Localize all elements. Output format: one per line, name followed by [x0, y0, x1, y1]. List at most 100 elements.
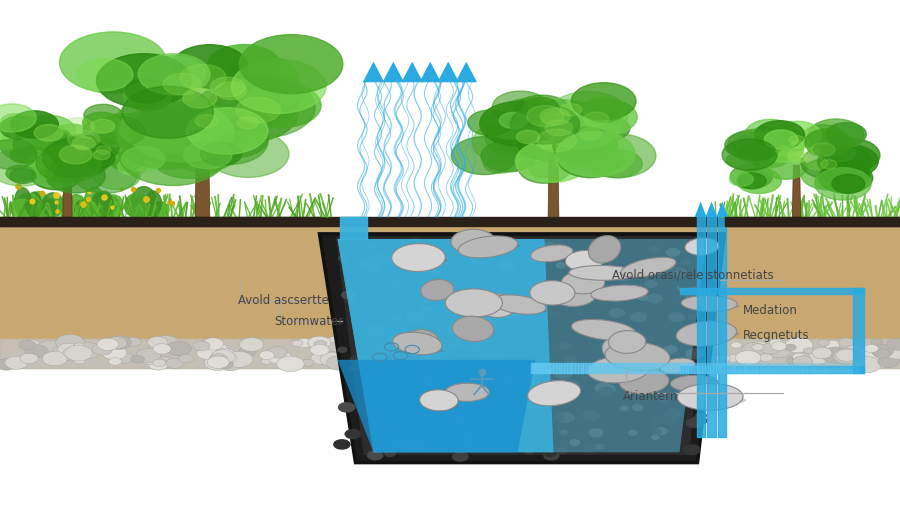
Circle shape: [513, 95, 571, 128]
Circle shape: [607, 328, 617, 334]
Ellipse shape: [568, 283, 607, 289]
Circle shape: [334, 440, 350, 449]
Circle shape: [560, 431, 567, 435]
Ellipse shape: [606, 367, 662, 372]
Circle shape: [689, 357, 700, 363]
Circle shape: [500, 345, 524, 358]
Circle shape: [417, 444, 428, 450]
Circle shape: [543, 394, 558, 403]
Circle shape: [683, 289, 697, 297]
Circle shape: [586, 123, 621, 143]
Ellipse shape: [92, 192, 109, 217]
Circle shape: [590, 281, 602, 288]
Ellipse shape: [491, 295, 546, 314]
Circle shape: [388, 334, 404, 343]
Circle shape: [367, 396, 375, 400]
Circle shape: [179, 355, 194, 363]
Circle shape: [553, 127, 617, 164]
Circle shape: [125, 79, 168, 103]
Circle shape: [632, 341, 652, 353]
Circle shape: [401, 355, 420, 365]
Circle shape: [93, 117, 145, 146]
Circle shape: [543, 394, 550, 399]
Circle shape: [20, 115, 76, 147]
Circle shape: [236, 98, 280, 123]
Circle shape: [377, 425, 395, 435]
Circle shape: [666, 249, 680, 256]
Circle shape: [511, 351, 532, 363]
Ellipse shape: [627, 380, 671, 390]
Ellipse shape: [453, 316, 493, 341]
Circle shape: [466, 237, 482, 246]
Ellipse shape: [597, 360, 660, 375]
Circle shape: [59, 145, 92, 164]
Circle shape: [523, 392, 540, 402]
Circle shape: [496, 292, 505, 298]
Ellipse shape: [420, 280, 454, 301]
Circle shape: [439, 395, 449, 400]
Circle shape: [6, 166, 34, 181]
Circle shape: [788, 152, 807, 163]
Circle shape: [821, 160, 837, 169]
Ellipse shape: [608, 349, 640, 357]
Circle shape: [552, 344, 579, 359]
Circle shape: [195, 115, 218, 127]
Circle shape: [556, 132, 635, 177]
Circle shape: [525, 449, 534, 454]
Circle shape: [295, 338, 312, 348]
Circle shape: [451, 137, 518, 175]
Circle shape: [292, 340, 302, 346]
Circle shape: [468, 110, 513, 136]
Circle shape: [548, 311, 559, 318]
Circle shape: [398, 439, 414, 449]
Circle shape: [25, 345, 49, 358]
Circle shape: [136, 348, 161, 362]
Circle shape: [503, 355, 528, 369]
Circle shape: [338, 402, 355, 412]
Circle shape: [97, 338, 119, 351]
Circle shape: [507, 345, 526, 356]
Circle shape: [789, 136, 805, 144]
Circle shape: [53, 135, 111, 168]
Ellipse shape: [579, 273, 640, 278]
Circle shape: [680, 399, 689, 405]
Circle shape: [42, 351, 68, 366]
Circle shape: [759, 351, 771, 358]
Circle shape: [544, 251, 560, 261]
Circle shape: [793, 356, 804, 362]
Circle shape: [633, 405, 643, 410]
Circle shape: [1, 114, 29, 130]
Circle shape: [416, 345, 439, 359]
Circle shape: [481, 318, 491, 324]
Circle shape: [320, 352, 346, 366]
Circle shape: [841, 177, 861, 189]
Circle shape: [803, 348, 815, 354]
Circle shape: [558, 254, 566, 259]
Circle shape: [529, 295, 544, 303]
Ellipse shape: [98, 196, 116, 217]
Circle shape: [436, 393, 450, 401]
Circle shape: [531, 124, 567, 145]
Ellipse shape: [85, 187, 104, 217]
Circle shape: [238, 347, 256, 357]
Circle shape: [362, 394, 379, 403]
Circle shape: [69, 345, 82, 352]
Ellipse shape: [427, 289, 454, 297]
Ellipse shape: [615, 342, 647, 349]
Circle shape: [817, 146, 871, 177]
Circle shape: [807, 142, 831, 155]
Circle shape: [820, 144, 878, 178]
Circle shape: [92, 132, 116, 146]
Circle shape: [679, 341, 696, 351]
Circle shape: [202, 119, 268, 157]
Circle shape: [470, 258, 478, 263]
Circle shape: [678, 283, 693, 292]
Circle shape: [413, 375, 422, 380]
Circle shape: [560, 416, 569, 421]
Polygon shape: [320, 234, 724, 463]
Circle shape: [0, 122, 35, 151]
Ellipse shape: [454, 303, 505, 311]
Circle shape: [368, 327, 384, 336]
Ellipse shape: [30, 191, 49, 217]
Circle shape: [684, 445, 700, 454]
